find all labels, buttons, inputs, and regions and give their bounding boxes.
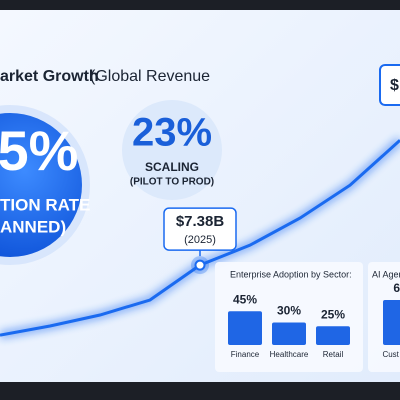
bar-category-label: Finance [231, 350, 260, 359]
big-stat-line1: TION RATE [0, 195, 90, 214]
bar-category-label: Retail [323, 350, 344, 359]
title-bold: arket Growth [0, 68, 99, 85]
callout-label: $7.38B [176, 213, 225, 230]
big-circle [0, 113, 82, 257]
scaling-value: 23% [132, 111, 212, 155]
bar-value-label: 25% [321, 307, 345, 321]
bar [228, 311, 262, 345]
bar-chart-title: AI Agen [372, 269, 400, 279]
bar-charts: Enterprise Adoption by Sector: 45% Finance… [228, 269, 400, 359]
line-chart: $7.38B (2025) [0, 136, 400, 340]
big-stat-line2: ANNED) [0, 217, 66, 236]
bar-category-label: Cust Serv [382, 350, 400, 359]
bar [383, 300, 400, 345]
bar [272, 322, 306, 345]
bar-value-label: 30% [277, 304, 301, 318]
scaling-circle [122, 100, 222, 200]
scaling-label: SCALING [145, 160, 199, 174]
bar [316, 326, 350, 345]
bezel-bottom [0, 382, 400, 400]
highlight-point [194, 259, 206, 271]
big-stat-value: 5% [0, 119, 78, 182]
callout-sublabel: (2025) [184, 234, 216, 246]
bar-value-label: 60 [393, 281, 400, 295]
title-rest: (Global Revenue [90, 68, 210, 85]
scaling-sublabel: (PILOT TO PROD) [130, 177, 214, 188]
corner-callout-box [379, 64, 400, 106]
corner-callout: $ [390, 77, 399, 94]
bar-value-label: 45% [233, 292, 257, 306]
callout-box [163, 207, 237, 251]
bar-chart-title: Enterprise Adoption by Sector: [230, 269, 352, 279]
bar-category-label: Healthcare [270, 350, 309, 359]
